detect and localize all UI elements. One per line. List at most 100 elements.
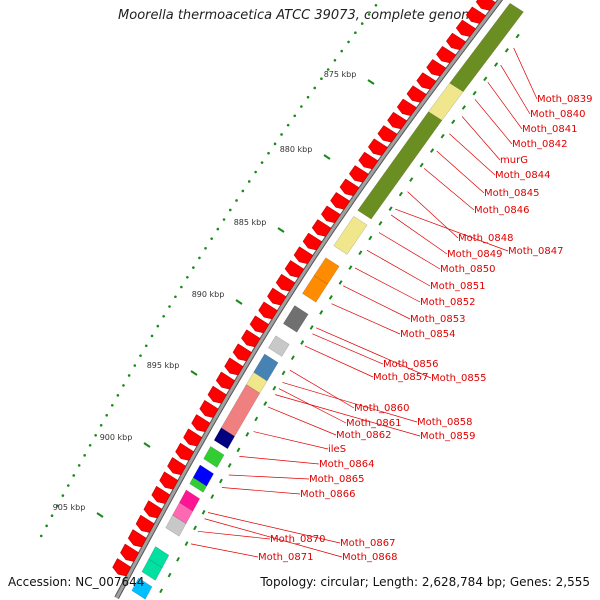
position-dot <box>286 123 290 127</box>
cds-forward-arrow <box>311 219 332 237</box>
gene-leader-line <box>513 47 538 100</box>
position-dot <box>110 404 114 407</box>
cds-reverse-block <box>165 514 187 537</box>
position-dot <box>198 256 201 260</box>
gene-leader-line <box>316 327 432 379</box>
feature-tick <box>504 48 509 53</box>
gene-leader-line <box>190 543 259 558</box>
cds-forward-arrow <box>436 45 457 64</box>
position-dot <box>293 114 297 118</box>
feature-tick <box>493 62 499 67</box>
cds-forward-arrow <box>475 0 496 11</box>
cds-forward-arrow <box>330 192 351 210</box>
position-dot <box>192 266 195 269</box>
gene-label: Moth_0844 <box>495 170 550 181</box>
feature-tick <box>388 206 393 211</box>
cds-reverse-block <box>203 446 225 468</box>
gene-label: Moth_0841 <box>522 124 577 135</box>
position-dot <box>326 68 330 71</box>
position-dot <box>320 77 323 81</box>
gene-leader-line <box>461 116 501 161</box>
position-dot <box>139 354 142 357</box>
cds-forward-arrow <box>367 138 388 156</box>
kbp-tick-mark <box>190 370 198 376</box>
cds-forward-arrow <box>377 125 398 143</box>
position-dot <box>50 514 54 518</box>
cds-reverse-block <box>131 577 153 600</box>
position-dot <box>133 364 137 367</box>
gene-leader-line <box>204 518 343 558</box>
gene-label: Moth_0862 <box>336 430 391 441</box>
position-dot <box>83 454 86 457</box>
cds-forward-arrow <box>159 471 179 490</box>
gene-label: Moth_0851 <box>430 281 485 292</box>
gene-leader-line <box>282 382 418 423</box>
cds-forward-arrow <box>445 32 467 51</box>
cds-forward-arrow <box>396 98 417 116</box>
feature-tick <box>167 572 172 578</box>
cds-forward-arrow <box>215 371 236 390</box>
cds-reverse-block <box>282 305 309 333</box>
cds-forward-arrow <box>183 428 203 447</box>
feature-tick <box>272 385 277 391</box>
kbp-tick-label: 880 kbp <box>280 145 313 154</box>
gene-label: Moth_0855 <box>431 373 486 384</box>
position-dot <box>180 285 183 289</box>
cds-forward-arrow <box>143 500 163 519</box>
gene-label: Moth_0849 <box>447 249 502 260</box>
feature-tick <box>483 76 488 82</box>
cds-reverse-block <box>141 558 163 581</box>
feature-tick <box>451 119 456 125</box>
cds-forward-arrow <box>191 414 211 433</box>
cds-reverse-block <box>189 477 207 493</box>
feature-tick <box>368 235 373 241</box>
gene-leader-line <box>436 150 485 194</box>
gene-label: Moth_0865 <box>309 474 364 485</box>
gene-leader-line <box>239 456 320 465</box>
gene-leader-line <box>366 249 431 287</box>
feature-tick <box>461 105 466 110</box>
position-dot <box>354 31 357 35</box>
position-dot <box>216 227 220 231</box>
gene-label: Moth_0852 <box>420 297 475 308</box>
position-dot <box>273 142 277 146</box>
position-dot <box>222 218 226 221</box>
feature-tick <box>440 133 445 139</box>
feature-tick <box>227 463 232 468</box>
kbp-tick-label: 895 kbp <box>147 361 180 370</box>
position-dot <box>306 95 310 99</box>
feature-tick <box>184 541 189 546</box>
cds-forward-arrow <box>120 543 139 562</box>
cds-reverse-block <box>357 111 443 220</box>
cds-forward-arrow <box>224 357 244 376</box>
kbp-tick-label: 905 kbp <box>53 503 86 512</box>
cds-forward-arrow <box>426 59 447 77</box>
gene-label: Moth_0840 <box>530 109 585 120</box>
feature-tick <box>176 556 180 562</box>
gene-label: Moth_0848 <box>458 233 513 244</box>
feature-tick <box>193 525 197 531</box>
position-dot <box>127 374 131 377</box>
position-dot <box>333 58 337 62</box>
cds-forward-arrow <box>455 19 477 37</box>
position-dot <box>66 484 70 487</box>
gene-leader-line <box>253 431 329 450</box>
accession-label: Accession: NC_007644 <box>8 575 145 589</box>
cds-forward-arrow <box>249 315 270 334</box>
cds-forward-arrow <box>387 111 408 130</box>
gene-label: Moth_0858 <box>417 417 472 428</box>
cds-forward-arrow <box>127 529 147 548</box>
position-dot <box>39 534 43 538</box>
feature-tick <box>430 148 435 153</box>
kbp-tick-mark <box>367 79 375 85</box>
gene-leader-line <box>378 232 441 270</box>
position-dot <box>94 433 97 437</box>
cds-forward-arrow <box>112 558 132 577</box>
feature-tick <box>358 250 363 256</box>
gene-label: Moth_0854 <box>400 329 455 340</box>
kbp-tick-mark <box>235 299 243 305</box>
kbp-tick-label: 885 kbp <box>234 218 267 227</box>
gene-leader-line <box>221 487 301 495</box>
gene-label: Moth_0870 <box>270 534 325 545</box>
